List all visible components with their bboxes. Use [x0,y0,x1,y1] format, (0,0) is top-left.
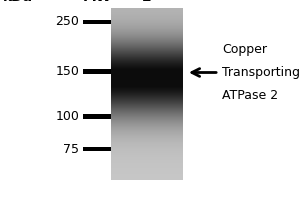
Text: ATPase 2: ATPase 2 [222,89,278,102]
Text: Transporting: Transporting [222,66,300,79]
Text: 75: 75 [64,143,80,156]
Text: kDa: kDa [3,0,33,4]
Text: Copper: Copper [222,43,267,56]
Text: 250: 250 [56,15,80,28]
Text: 150: 150 [56,65,80,78]
Text: MW: MW [82,0,111,4]
Text: 2: 2 [142,0,152,4]
Text: 100: 100 [56,110,80,123]
